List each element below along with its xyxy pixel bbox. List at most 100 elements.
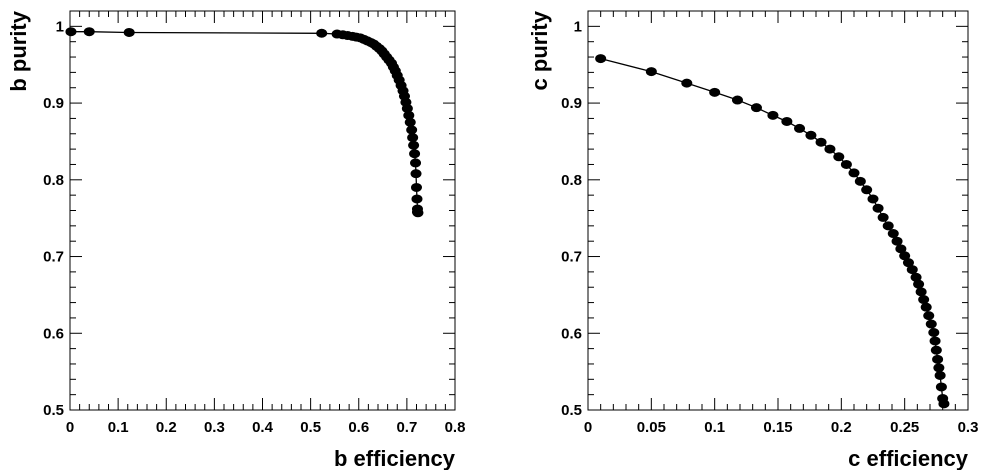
data-point (410, 169, 422, 179)
data-point (925, 319, 937, 329)
x-axis-title: c efficiency (848, 446, 969, 470)
x-tick-label: 0.7 (396, 419, 417, 436)
y-axis-title: b purity (6, 10, 31, 91)
x-tick-label: 0.4 (252, 419, 274, 436)
y-tick-label: 1 (574, 18, 582, 35)
data-point (932, 354, 944, 364)
data-point (861, 185, 873, 195)
data-point (918, 295, 930, 305)
data-point (681, 78, 693, 88)
x-tick-label: 0.1 (704, 419, 725, 436)
x-tick-label: 0.5 (300, 419, 321, 436)
y-tick-label: 0.8 (43, 172, 64, 189)
y-tick-label: 0.7 (43, 249, 64, 266)
data-point (750, 103, 762, 113)
data-point (913, 279, 925, 289)
x-tick-label: 0 (584, 419, 592, 436)
y-tick-label: 0.5 (561, 402, 582, 419)
axis-ticks (587, 11, 969, 411)
x-tick-label: 0.3 (958, 419, 979, 436)
data-point (805, 130, 817, 140)
x-tick-label: 0.2 (156, 419, 177, 436)
data-point (891, 236, 903, 246)
data-point (408, 140, 420, 150)
data-point (848, 168, 860, 178)
data-point (934, 370, 946, 380)
data-point (899, 251, 911, 261)
x-tick-label: 0.3 (204, 419, 225, 436)
data-point (840, 159, 852, 169)
data-point (906, 265, 918, 275)
data-point (938, 399, 950, 409)
data-point (915, 287, 927, 297)
data-point (815, 137, 827, 147)
data-point (411, 194, 423, 204)
data-point (709, 87, 721, 97)
data-point (910, 272, 922, 282)
data-point (403, 110, 415, 120)
y-tick-label: 1 (56, 18, 64, 35)
c-purity-vs-efficiency-panel: 0 0.05 0.1 0.15 0.2 0.25 0.3 0.5 0.6 0.7 0.8 0.9 1 c… (527, 10, 978, 470)
data-point (83, 27, 95, 37)
x-tick-label: 0.2 (831, 419, 852, 436)
data-point (794, 123, 806, 133)
data-point (935, 382, 947, 392)
b-purity-vs-efficiency-panel: 0 0.1 0.2 0.3 0.4 0.5 0.6 0.7 0.8 0.5 0.6 0.7 0.8 0.9… (6, 10, 465, 470)
data-point (406, 125, 418, 135)
tick-labels: 0 0.1 0.2 0.3 0.4 0.5 0.6 0.7 0.8 0.5 0.6 0.7 0.8 0.9… (43, 18, 465, 436)
data-point (923, 311, 935, 321)
data-point (902, 258, 914, 268)
data-point (877, 212, 889, 222)
y-tick-label: 0.7 (561, 249, 582, 266)
data-point (824, 144, 836, 154)
data-point (645, 67, 657, 77)
y-tick-label: 0.5 (43, 402, 64, 419)
data-point (731, 95, 743, 105)
data-point (833, 152, 845, 162)
data-point (887, 229, 899, 239)
x-tick-label: 0.15 (763, 419, 792, 436)
data-points (65, 27, 424, 218)
data-point (123, 27, 135, 37)
data-point (882, 221, 894, 231)
data-point (767, 110, 779, 120)
tick-labels: 0 0.05 0.1 0.15 0.2 0.25 0.3 0.5 0.6 0.7 0.8 0.9 1 (561, 18, 978, 436)
data-point (895, 244, 907, 254)
data-point (928, 328, 940, 338)
y-axis-title: c purity (527, 10, 552, 90)
x-axis-title: b efficiency (334, 446, 456, 470)
data-point (412, 208, 424, 218)
data-point (929, 336, 941, 346)
data-point (781, 116, 793, 126)
y-tick-label: 0.6 (43, 325, 64, 342)
data-point (407, 133, 419, 143)
x-tick-label: 0 (66, 419, 74, 436)
y-tick-label: 0.8 (561, 172, 582, 189)
data-point (404, 117, 416, 127)
data-point (401, 103, 413, 113)
data-point (409, 149, 421, 159)
series-line (71, 31, 419, 214)
x-tick-label: 0.05 (637, 419, 666, 436)
y-tick-label: 0.6 (561, 325, 582, 342)
data-point (933, 363, 945, 373)
data-point (410, 158, 422, 168)
x-tick-label: 0.1 (108, 419, 129, 436)
axis-ticks (69, 11, 456, 411)
data-point (920, 302, 932, 312)
x-tick-label: 0.6 (348, 419, 369, 436)
data-point (595, 54, 607, 64)
data-point (316, 28, 328, 38)
x-tick-label: 0.25 (890, 419, 919, 436)
y-tick-label: 0.9 (561, 95, 582, 112)
data-point (872, 203, 884, 213)
data-points (595, 54, 950, 409)
plot-frame (587, 10, 969, 411)
data-point (930, 345, 942, 355)
x-tick-label: 0.8 (445, 419, 466, 436)
data-point (854, 176, 866, 186)
y-tick-label: 0.9 (43, 95, 64, 112)
data-point (65, 27, 77, 37)
data-point (867, 194, 879, 204)
